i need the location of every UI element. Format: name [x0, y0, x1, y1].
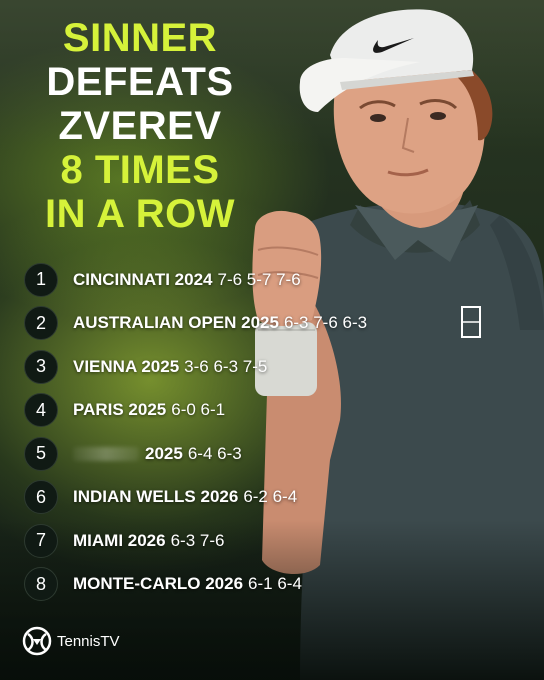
- headline-line: ZVEREV: [58, 104, 222, 148]
- rank-badge: 2: [24, 306, 58, 341]
- headline-line: DEFEATS: [46, 60, 234, 104]
- player-fist: [252, 210, 322, 326]
- list-item: 6 INDIAN WELLS 2026 6-2 6-4: [24, 476, 524, 520]
- logo-text: TennisTV: [57, 632, 120, 650]
- rank-badge: 5: [24, 436, 58, 471]
- cap-swoosh-icon: [373, 38, 414, 53]
- headline: SINNER DEFEATS ZVEREV 8 TIMES IN A ROW: [20, 16, 260, 236]
- event-name: PARIS 2025: [73, 400, 167, 420]
- match-score: 3-6 6-3 7-5: [184, 356, 268, 376]
- event-name: MIAMI 2026: [73, 530, 166, 550]
- background-vignette: [0, 520, 544, 680]
- match-score: 6-4 6-3: [187, 443, 242, 463]
- list-item: 3 VIENNA 2025 3-6 6-3 7-5: [24, 345, 524, 389]
- list-item: 5 2025 6-4 6-3: [24, 432, 524, 476]
- match-score: 6-3 7-6 6-3: [283, 313, 368, 333]
- obscured-event-name: [73, 447, 139, 462]
- list-item: 1 CINCINNATI 2024 7-6 5-7 7-6: [24, 258, 524, 302]
- list-item: 8 MONTE-CARLO 2026 6-1 6-4: [24, 563, 524, 607]
- match-score: 7-6 5-7 7-6: [217, 269, 301, 289]
- headline-line: 8 TIMES: [60, 148, 220, 192]
- player-face: [333, 68, 485, 214]
- event-name: MONTE-CARLO 2026: [73, 574, 244, 594]
- headline-line: SINNER: [62, 16, 218, 60]
- match-score: 6-3 7-6: [170, 530, 225, 550]
- match-score: 6-2 6-4: [243, 487, 298, 507]
- rank-badge: 7: [24, 523, 58, 558]
- rank-badge: 3: [24, 349, 58, 384]
- event-name: INDIAN WELLS 2026: [73, 487, 239, 507]
- rank-badge: 8: [24, 567, 58, 602]
- event-name: AUSTRALIAN OPEN 2025: [73, 313, 279, 333]
- match-score: 6-1 6-4: [248, 574, 302, 594]
- event-name: CINCINNATI 2024: [73, 269, 213, 289]
- player-wristband: [255, 322, 317, 396]
- headline-line: IN A ROW: [45, 192, 235, 236]
- list-item: 7 MIAMI 2026 6-3 7-6: [24, 519, 524, 563]
- match-score: 6-0 6-1: [171, 400, 226, 420]
- rank-badge: 1: [24, 262, 58, 297]
- rank-badge: 6: [24, 480, 58, 515]
- event-name: VIENNA 2025: [73, 356, 180, 376]
- list-item: 2 AUSTRALIAN OPEN 2025 6-3 7-6 6-3: [24, 302, 524, 346]
- tennis-tv-logo-icon: [22, 626, 52, 656]
- results-list: 1 CINCINNATI 2024 7-6 5-7 7-6 2 AUSTRALIA…: [24, 258, 524, 606]
- list-item: 4 PARIS 2025 6-0 6-1: [24, 389, 524, 433]
- tennis-tv-logo: TennisTV: [22, 626, 120, 656]
- rank-badge: 4: [24, 393, 58, 428]
- event-name: 2025: [145, 443, 183, 463]
